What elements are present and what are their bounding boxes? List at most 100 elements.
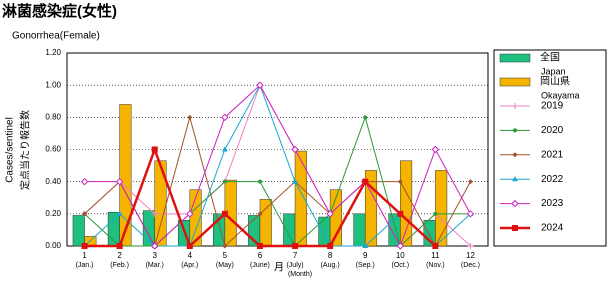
- x-tick-label-en: (Oct.): [392, 262, 410, 269]
- marker: [511, 199, 519, 208]
- x-tick-label-en: (Feb.): [110, 262, 129, 269]
- marker: [432, 243, 439, 249]
- marker: [467, 179, 473, 185]
- x-tick-label-en: (Mar.): [146, 262, 164, 269]
- x-tick-label: 5: [223, 251, 228, 260]
- marker: [115, 177, 124, 186]
- bar: [259, 199, 272, 247]
- marker: [467, 243, 474, 249]
- y-tick-label: 1.20: [45, 48, 61, 57]
- marker: [82, 211, 88, 217]
- marker: [397, 210, 404, 217]
- x-tick-label: 9: [363, 251, 368, 260]
- chart-subtitle: Gonorrhea(Female): [12, 31, 100, 42]
- marker: [221, 146, 228, 152]
- legend-swatch: [499, 53, 531, 63]
- x-tick-label-en: (Jan.): [76, 262, 94, 269]
- bar: [364, 170, 378, 247]
- legend-swatch: [499, 77, 531, 87]
- marker: [116, 243, 123, 249]
- marker: [362, 243, 369, 248]
- marker: [257, 211, 263, 217]
- marker: [397, 179, 403, 185]
- x-tick-label-en: (May): [216, 262, 234, 269]
- y-axis-label: Cases/sentinel: [5, 117, 16, 183]
- marker: [431, 145, 440, 154]
- marker: [512, 103, 518, 109]
- bar: [435, 170, 448, 247]
- x-tick-label-en: (July): [286, 262, 303, 269]
- y-tick-label: 0.60: [45, 145, 61, 154]
- line: [84, 83, 471, 247]
- x-tick-label-en: (Nov.): [426, 262, 445, 269]
- marker: [222, 243, 228, 249]
- legend-box: [493, 49, 607, 247]
- legend-label: 2021: [541, 149, 564, 160]
- line: [84, 115, 471, 247]
- x-tick-label: 11: [431, 251, 440, 260]
- y-tick-label: 0.80: [45, 112, 61, 121]
- legend-label: 2023: [541, 198, 564, 209]
- marker: [433, 211, 438, 216]
- marker: [221, 210, 228, 217]
- x-tick-label-en: (Sep.): [356, 262, 375, 269]
- x-tick-label: 6: [258, 251, 263, 260]
- marker: [221, 113, 229, 122]
- x-tick-label-en: (Dec.): [461, 262, 480, 269]
- legend-label: 全国: [540, 51, 560, 64]
- marker: [81, 243, 88, 249]
- x-axis-label: 月: [274, 262, 284, 274]
- marker: [292, 243, 299, 249]
- y-tick-label: 0.40: [45, 177, 61, 186]
- marker: [256, 81, 264, 89]
- marker: [327, 243, 334, 249]
- bar: [189, 189, 202, 247]
- x-tick-label: 10: [396, 251, 405, 260]
- marker: [151, 242, 159, 250]
- x-axis-label-en: (Month): [288, 271, 312, 278]
- marker: [257, 179, 262, 184]
- legend-label-en: Japan: [541, 66, 566, 76]
- bar: [283, 213, 296, 247]
- marker: [326, 210, 334, 218]
- bar: [318, 216, 331, 247]
- x-tick-label: 7: [293, 251, 298, 260]
- marker: [362, 178, 369, 185]
- y-tick-label: 0.00: [45, 241, 61, 250]
- x-tick-label: 2: [117, 251, 122, 260]
- x-tick-label-en: (Aug.): [321, 262, 340, 269]
- marker: [291, 145, 299, 154]
- bar: [119, 104, 132, 247]
- y-tick-label: 1.00: [45, 80, 61, 89]
- legend-label: 2022: [541, 174, 564, 185]
- marker: [292, 178, 299, 184]
- marker: [187, 114, 193, 120]
- marker: [512, 152, 518, 158]
- legend-label: 2024: [541, 223, 564, 234]
- marker: [512, 176, 518, 182]
- legend-label: 2020: [541, 125, 564, 136]
- legend-label: 岡山県: [540, 76, 570, 88]
- bar: [294, 150, 307, 247]
- marker: [80, 177, 89, 186]
- marker: [222, 179, 227, 184]
- marker: [396, 242, 404, 250]
- marker: [513, 128, 517, 133]
- marker: [186, 243, 193, 249]
- marker: [512, 225, 518, 231]
- x-tick-label: 12: [466, 251, 475, 260]
- marker: [466, 210, 475, 218]
- marker: [151, 210, 158, 217]
- marker: [186, 210, 194, 218]
- marker: [151, 146, 158, 153]
- chart-title: 淋菌感染症(女性): [2, 2, 117, 20]
- marker: [116, 210, 123, 216]
- marker: [256, 243, 263, 249]
- legend-label: 2019: [541, 101, 564, 112]
- marker: [363, 115, 368, 120]
- y-tick-label: 0.20: [45, 209, 61, 218]
- x-tick-label: 8: [328, 251, 333, 260]
- bar: [353, 213, 366, 247]
- x-tick-label: 1: [82, 251, 87, 260]
